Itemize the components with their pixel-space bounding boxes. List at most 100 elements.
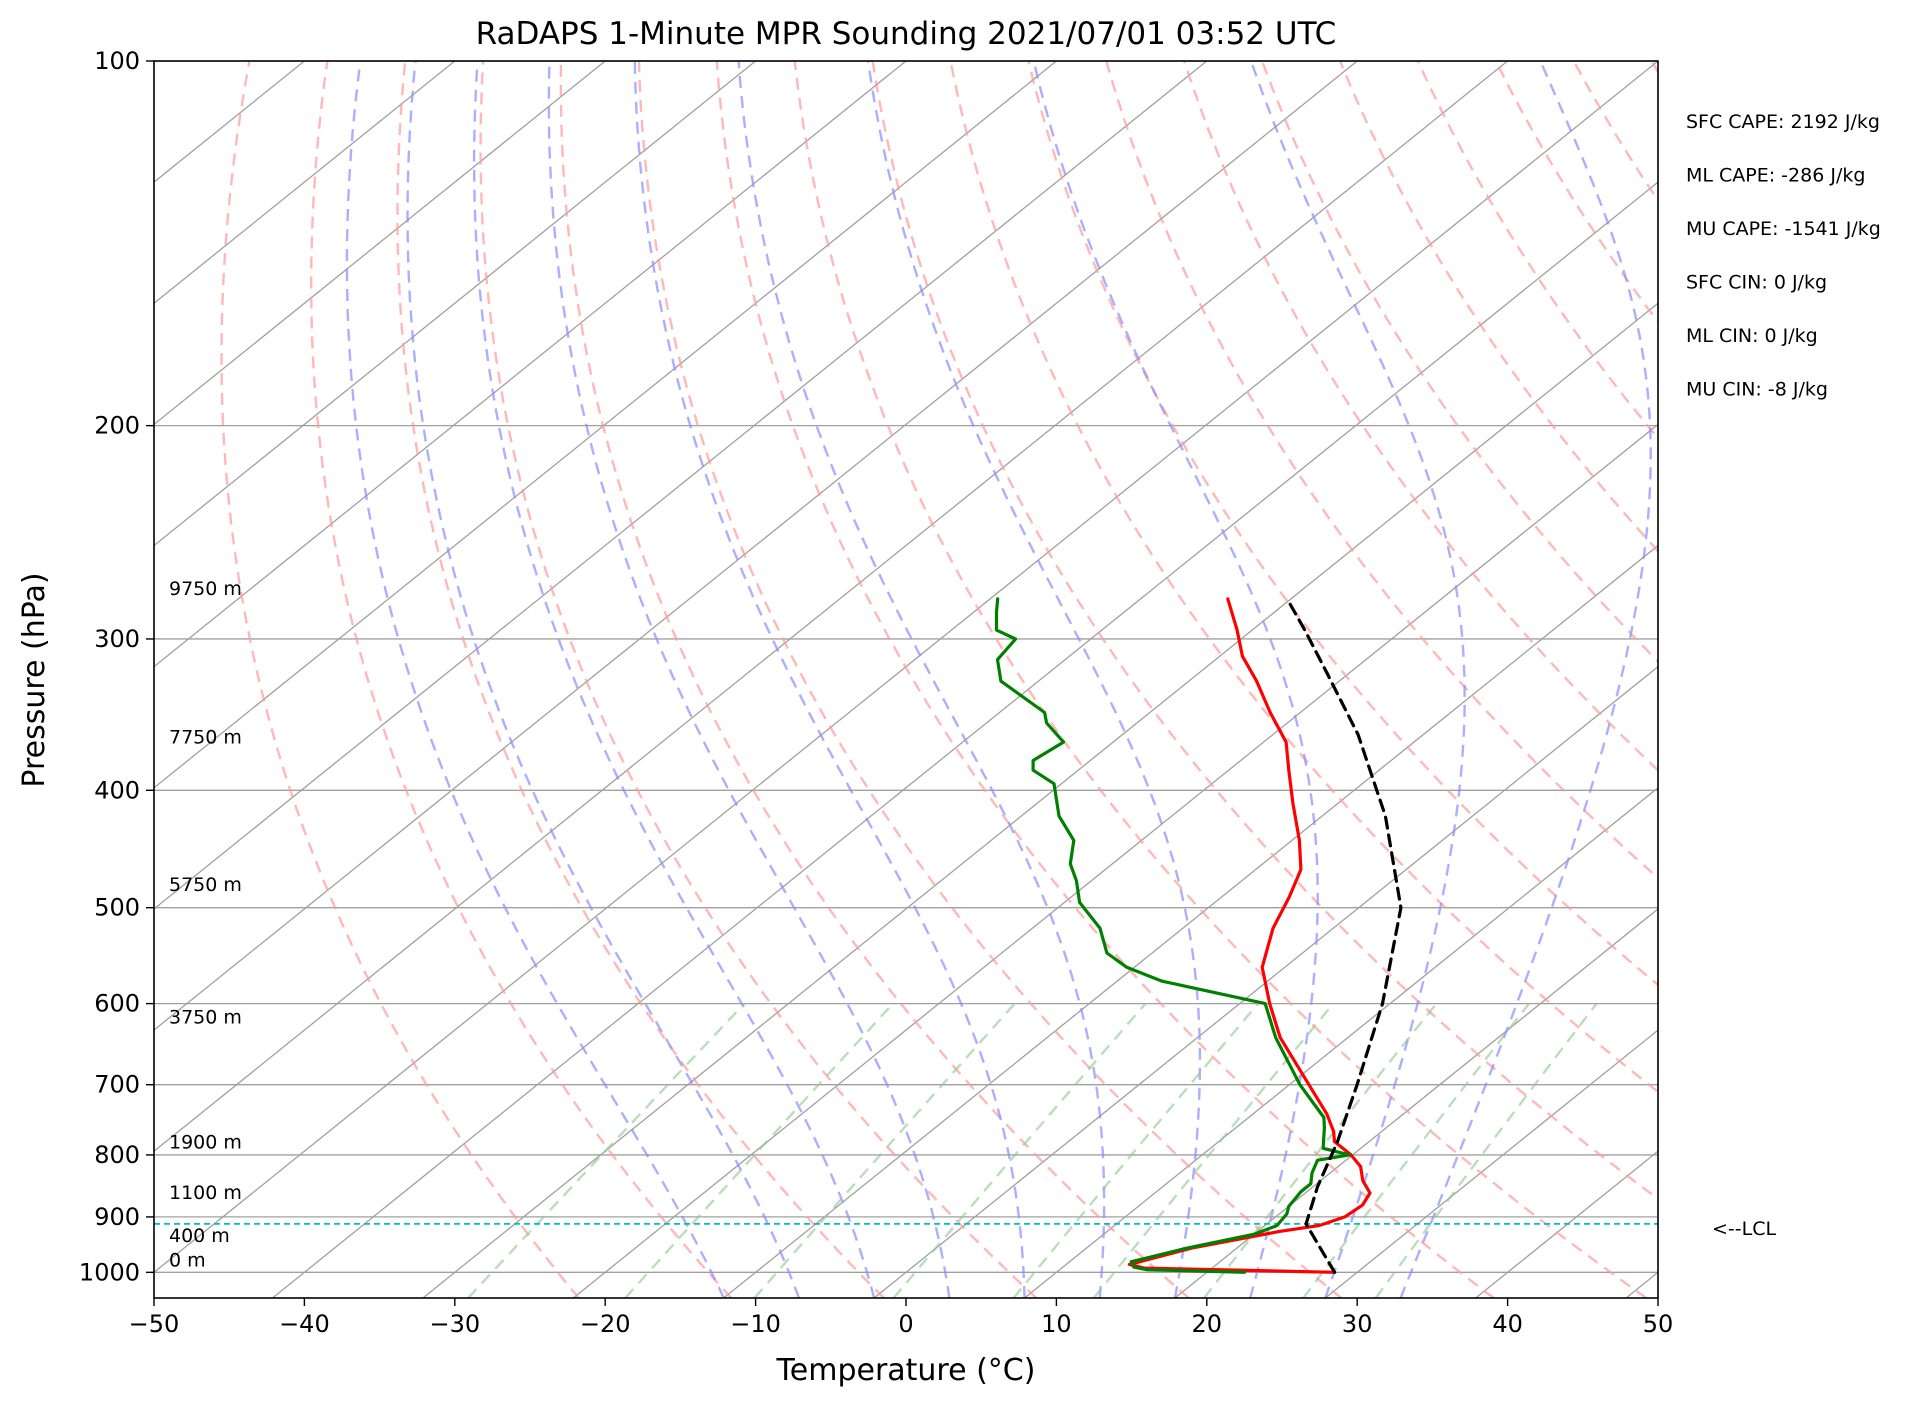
parcel-profile-line — [1287, 601, 1403, 1274]
dry-adiabat-line — [949, 61, 1658, 1094]
height-label: 5750 m — [169, 874, 242, 896]
moist-adiabat-line — [345, 61, 725, 1298]
x-tick-label: −50 — [129, 1310, 180, 1338]
dry-adiabat-line — [1027, 61, 1658, 987]
stat-label: ML CIN: 0 J/kg — [1686, 325, 1818, 347]
stat-label: MU CIN: -8 J/kg — [1686, 379, 1828, 401]
isotherm-line — [422, 302, 1658, 1298]
isotherm-line — [154, 61, 907, 668]
background-lines — [154, 61, 1926, 1298]
x-tick-label: 20 — [1192, 1310, 1223, 1338]
moist-adiabat-line — [1032, 61, 1319, 1298]
isotherm-line — [154, 61, 757, 547]
dry-adiabat-line — [793, 61, 1647, 1298]
isotherm-line — [723, 544, 1658, 1298]
x-tick-label: 0 — [898, 1310, 913, 1338]
dry-adiabat-line — [1807, 61, 1926, 1298]
dewpoint-profile-line — [994, 597, 1352, 1274]
y-tick-label: 700 — [94, 1071, 140, 1099]
isotherm-line — [154, 61, 456, 305]
x-tick-label: 50 — [1643, 1310, 1674, 1338]
temperature-profile-line — [1127, 597, 1372, 1274]
x-tick-label: −30 — [429, 1310, 480, 1338]
mixing-ratio-line — [1302, 1002, 1530, 1298]
moist-adiabat-line — [1399, 61, 1652, 1298]
lcl-label: <--LCL — [1712, 1218, 1776, 1240]
dry-adiabat-line — [1416, 61, 1658, 441]
x-tick-label: −40 — [279, 1310, 330, 1338]
dry-adiabat-line — [1183, 61, 1658, 772]
y-axis-label: Pressure (hPa) — [17, 572, 52, 787]
dry-adiabat-line — [871, 61, 1658, 1201]
dry-adiabat-line — [559, 61, 1190, 1298]
x-tick-label: 10 — [1041, 1310, 1072, 1338]
y-tick-label: 300 — [94, 625, 140, 653]
chart-title: RaDAPS 1-Minute MPR Sounding 2021/07/01 … — [476, 16, 1337, 52]
moist-adiabat-line — [472, 61, 876, 1298]
isotherm-line — [154, 61, 1509, 1153]
y-tick-label: 1000 — [79, 1258, 140, 1286]
isotherm-line — [154, 61, 1057, 789]
stat-label: ML CAPE: -286 J/kg — [1686, 165, 1865, 187]
height-label: 9750 m — [169, 578, 242, 600]
mixing-ratio-line — [1374, 1002, 1598, 1298]
dry-adiabat-line — [310, 61, 733, 1298]
isotherm-line — [1475, 1150, 1658, 1298]
isotherm-line — [154, 61, 606, 426]
isotherm-line — [873, 665, 1658, 1298]
moist-adiabat-line — [547, 61, 951, 1298]
isotherm-line — [272, 181, 1658, 1298]
y-tick-label: 400 — [94, 776, 140, 804]
stat-label: SFC CIN: 0 J/kg — [1686, 272, 1827, 294]
y-tick-label: 200 — [94, 412, 140, 440]
mixing-ratio-line — [1203, 1002, 1438, 1298]
dry-adiabat-line — [1260, 61, 1658, 664]
dry-adiabat-line — [220, 61, 580, 1298]
x-tick-label: 40 — [1492, 1310, 1523, 1338]
dry-adiabat-line — [396, 61, 885, 1298]
height-label: 1100 m — [169, 1182, 242, 1204]
x-tick-label: −10 — [730, 1310, 781, 1338]
isotherm-line — [154, 61, 1658, 1274]
isotherm-line — [572, 423, 1658, 1298]
height-label: 3750 m — [169, 1006, 242, 1028]
dry-adiabat-line — [479, 61, 1038, 1298]
dry-adiabat-line — [637, 61, 1343, 1298]
height-label: 400 m — [169, 1225, 230, 1247]
y-tick-label: 900 — [94, 1203, 140, 1231]
isotherm-line — [154, 61, 1208, 910]
isotherm-line — [1324, 1029, 1658, 1298]
mixing-ratio-line — [624, 1002, 894, 1298]
mixing-ratio-line — [1092, 1002, 1335, 1298]
dry-adiabat-line — [715, 61, 1495, 1298]
x-tick-label: −20 — [580, 1310, 631, 1338]
dry-adiabat-line — [1105, 61, 1658, 880]
dry-adiabat-line — [1572, 61, 1658, 203]
moist-adiabat-line — [633, 61, 1026, 1298]
dry-adiabat-line — [1885, 61, 1926, 1298]
mixing-ratio-line — [892, 1002, 1147, 1298]
stat-label: SFC CAPE: 2192 J/kg — [1686, 111, 1880, 133]
height-label: 1900 m — [169, 1131, 242, 1153]
x-axis-label: Temperature (°C) — [776, 1353, 1036, 1388]
mixing-ratio-line — [753, 1002, 1016, 1298]
sounding-series — [994, 597, 1403, 1274]
isotherm-line — [1174, 908, 1658, 1298]
isotherm-line — [1625, 1271, 1658, 1298]
mixing-ratio-line — [1012, 1002, 1260, 1298]
isotherm-line — [154, 61, 1358, 1031]
axes: −50 −40 −30 −20 −10 0 10 20 30 40 50 1000 900 800 700 6… — [79, 47, 1673, 1338]
height-label: 0 m — [169, 1249, 206, 1271]
y-tick-label: 800 — [94, 1141, 140, 1169]
height-label: 7750 m — [169, 726, 242, 748]
isotherm-line — [1024, 786, 1658, 1298]
moist-adiabat-line — [866, 61, 1202, 1298]
stat-label: MU CAPE: -1541 J/kg — [1686, 218, 1881, 240]
y-tick-label: 500 — [94, 894, 140, 922]
y-tick-label: 100 — [94, 47, 140, 75]
dry-adiabat-line — [1730, 61, 1926, 1298]
dry-adiabat-line — [1650, 61, 1658, 75]
moist-adiabat-line — [737, 61, 1106, 1298]
